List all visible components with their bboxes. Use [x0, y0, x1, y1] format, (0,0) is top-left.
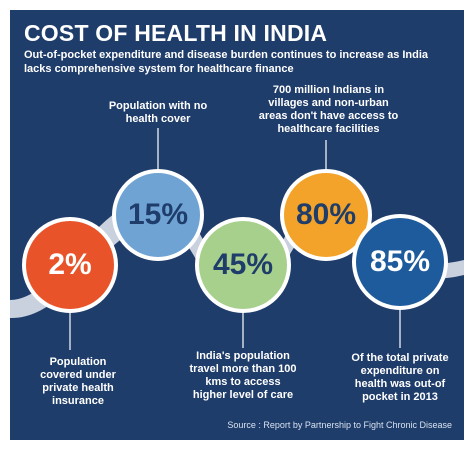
description: India's population travel more than 100 … [189, 350, 297, 401]
value: 85% [369, 245, 431, 278]
circle [22, 217, 118, 313]
value: 2% [48, 248, 92, 281]
title: COST OF HEALTH IN INDIA [24, 20, 328, 46]
source: Source : Report by Partnership to Fight … [227, 420, 452, 430]
subtitle: Out-of-pocket expenditure and disease bu… [24, 49, 429, 75]
circle [280, 169, 372, 261]
value: 80% [295, 198, 357, 231]
description: Of the total private expenditure on heal… [351, 352, 449, 403]
value: 15% [127, 198, 189, 231]
circle [112, 169, 204, 261]
value: 45% [212, 248, 274, 281]
description: Population with no health cover [108, 100, 208, 125]
description: Population covered under private health … [40, 356, 116, 407]
description: 700 million Indians in villages and non-… [258, 84, 399, 135]
circle [352, 214, 448, 310]
circle [195, 217, 291, 313]
